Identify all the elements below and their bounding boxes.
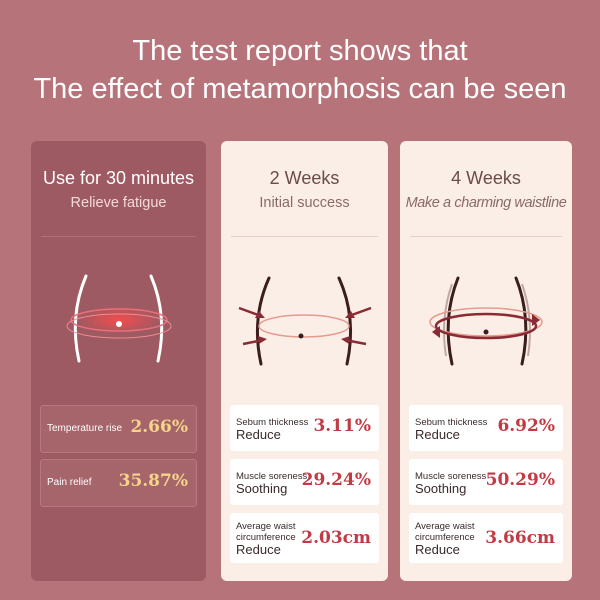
stat-label: Sebum thickness Reduce (415, 417, 488, 442)
panel-title: 4 Weeks (451, 168, 521, 188)
stat-label-small: circumference (236, 532, 296, 543)
stat-value: 2.03cm (301, 528, 371, 548)
stat-label-small: Sebum thickness (415, 417, 488, 428)
stat-label-small: Average waist (415, 521, 475, 532)
stat-label-big: Reduce (415, 542, 460, 557)
stat-card: Sebum thickness Reduce 3.11% (230, 405, 379, 451)
stat-card: Sebum thickness Reduce 6.92% (409, 405, 563, 451)
panel-title: Use for 30 minutes (42, 168, 195, 188)
headline: The test report shows that The effect of… (0, 32, 600, 108)
stat-label-small: circumference (415, 532, 475, 543)
stat-label: Muscle soreness Soothing (415, 471, 487, 496)
panel-title: 2 Weeks (269, 168, 340, 188)
waist-shaping-icon (429, 276, 543, 366)
stat-label: Pain relief (47, 477, 92, 488)
stat-card: Temperature rise 2.66% (40, 405, 197, 453)
stat-value: 50.29% (485, 470, 555, 490)
waist-slimming-icon (238, 276, 372, 366)
waist-heat-icon (66, 274, 172, 363)
stat-label-big: Soothing (415, 481, 467, 496)
stat-label-small: Muscle soreness (415, 471, 487, 482)
panel-subtitle: Relieve fatigue (70, 195, 167, 211)
stat-value: 3.66cm (485, 528, 555, 548)
divider (41, 236, 196, 237)
panel-subtitle: Initial success (259, 195, 350, 211)
stat-label-big: Reduce (236, 542, 281, 557)
stat-label: Muscle soreness Soothing (236, 471, 308, 496)
stat-label-big: Soothing (236, 481, 288, 496)
headline-line-1: The test report shows that (132, 35, 468, 67)
stat-value: 35.87% (118, 471, 188, 491)
stat-label: Average waist circumference Reduce (415, 521, 475, 557)
divider (410, 236, 562, 237)
stat-card: Average waist circumference Reduce 2.03c… (230, 513, 379, 563)
stat-label: Temperature rise (47, 423, 123, 434)
stat-card: Muscle soreness Soothing 29.24% (230, 459, 379, 505)
stat-card: Muscle soreness Soothing 50.29% (409, 459, 563, 505)
stat-label-big: Reduce (415, 427, 460, 442)
stat-card: Average waist circumference Reduce 3.66c… (409, 513, 563, 563)
panel-30-minutes: Use for 30 minutes Relieve fatigue Tempe… (31, 141, 206, 581)
stat-value: 3.11% (313, 416, 371, 436)
stat-label: Sebum thickness Reduce (236, 417, 309, 442)
panel-subtitle: Make a charming waistline (405, 195, 567, 211)
stat-label-small: Average waist (236, 521, 296, 532)
stat-label: Average waist circumference Reduce (236, 521, 296, 557)
panel-4-weeks: 4 Weeks Make a charming waistline Sebum … (400, 141, 572, 581)
stat-value: 29.24% (301, 470, 371, 490)
stat-label-small: Muscle soreness (236, 471, 308, 482)
stat-card: Pain relief 35.87% (40, 459, 197, 507)
stat-value: 6.92% (497, 416, 555, 436)
headline-line-2: The effect of metamorphosis can be seen (33, 73, 567, 105)
stat-value: 2.66% (130, 417, 188, 437)
stat-label-small: Sebum thickness (236, 417, 309, 428)
stat-label-big: Reduce (236, 427, 281, 442)
divider (231, 236, 378, 237)
panel-2-weeks: 2 Weeks Initial success Sebum thickness … (221, 141, 388, 581)
